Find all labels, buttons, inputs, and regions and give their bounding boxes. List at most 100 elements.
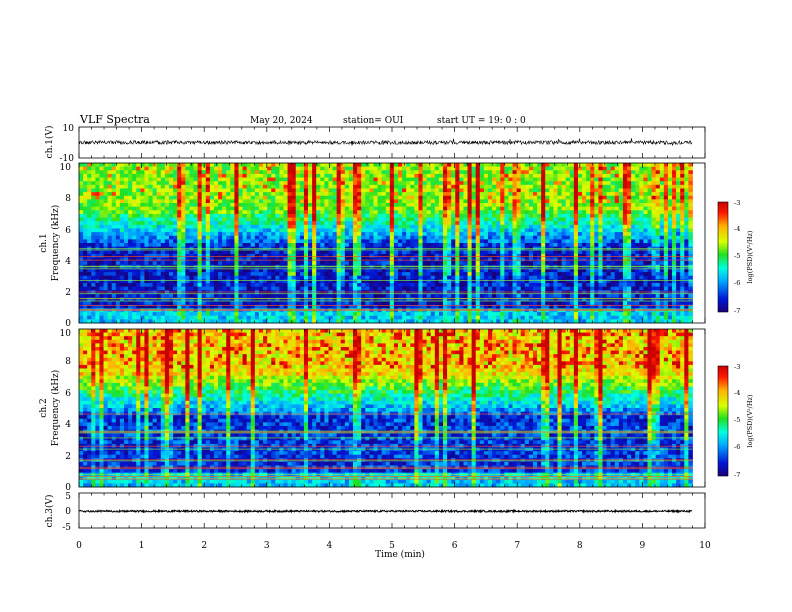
spectrogram-cell: [381, 243, 387, 248]
spectrogram-cell: [426, 268, 432, 273]
spectrogram-cell: [209, 312, 215, 317]
spectrogram-cell: [173, 206, 178, 211]
spectrogram-cell: [340, 275, 346, 280]
spectrogram-cell: [230, 283, 235, 288]
spectrogram-cell: [377, 217, 383, 222]
spectrogram-cell: [389, 304, 395, 309]
spectrogram-cell: [479, 177, 485, 182]
spectrogram-cell: [475, 250, 481, 255]
spectrogram-cell: [160, 224, 166, 229]
spectrogram-cell: [189, 253, 194, 258]
spectrogram-cell: [520, 232, 526, 237]
spectrogram-cell: [369, 217, 374, 222]
spectrogram-cell: [365, 279, 370, 284]
spectrogram-cell: [83, 177, 88, 182]
spectrogram-cell: [181, 297, 186, 302]
spectrogram-cell: [357, 239, 362, 244]
spectrogram-cell: [291, 170, 297, 175]
spectrogram-cell: [524, 268, 530, 273]
spectrogram-cell: [479, 257, 485, 262]
spectrogram-cell: [295, 213, 301, 218]
spectrogram-cell: [443, 166, 448, 171]
spectrogram-cell: [95, 210, 100, 215]
spectrogram-cell: [246, 312, 252, 317]
spectrogram-cell: [414, 297, 419, 302]
spectrogram-cell: [320, 272, 325, 277]
spectrogram-cell: [197, 188, 203, 193]
spectrogram-cell: [242, 228, 248, 233]
spectrogram-cell: [164, 253, 170, 258]
spectrogram-cell: [520, 210, 526, 215]
spectrogram-cell: [222, 166, 227, 171]
spectrogram-cell: [459, 173, 464, 178]
spectrogram-cell: [99, 210, 104, 215]
spectrogram-cell: [87, 268, 92, 273]
spectrogram-cell: [275, 312, 280, 317]
spectrogram-cell: [312, 250, 317, 255]
spectrogram-cell: [87, 315, 92, 320]
spectrogram-cell: [275, 315, 280, 320]
spectrogram-cell: [271, 283, 276, 288]
spectrogram-cell: [320, 235, 325, 240]
spectrogram-cell: [459, 224, 464, 229]
spectrogram-cell: [287, 166, 293, 171]
spectrogram-cell: [516, 213, 522, 218]
spectrogram-cell: [348, 279, 354, 284]
spectrogram-cell: [246, 257, 252, 262]
spectrogram-cell: [524, 170, 530, 175]
spectrogram-cell: [389, 184, 395, 189]
spectrogram-cell: [451, 199, 456, 204]
spectrogram-cell: [422, 181, 428, 186]
spectrogram-cell: [152, 184, 158, 189]
spectrogram-cell: [447, 275, 452, 280]
spectrogram-cell: [160, 217, 166, 222]
spectrogram-cell: [177, 275, 182, 280]
spectrogram-cell: [213, 163, 219, 168]
spectrogram-cell: [136, 232, 141, 237]
spectrogram-cell: [332, 272, 338, 277]
spectrogram-cell: [283, 181, 288, 186]
spectrogram-cell: [218, 213, 223, 218]
spectrogram-cell: [291, 210, 297, 215]
spectrogram-cell: [271, 279, 276, 284]
spectrogram-cell: [222, 232, 227, 237]
spectrogram-cell: [79, 283, 84, 288]
spectrogram-cell: [443, 210, 448, 215]
spectrogram-cell: [348, 261, 354, 266]
spectrogram-cell: [173, 224, 178, 229]
spectrogram-cell: [209, 232, 215, 237]
spectrogram-cell: [508, 166, 513, 171]
spectrogram-cell: [426, 275, 432, 280]
spectrogram-cell: [467, 312, 473, 317]
spectrogram-cell: [377, 286, 383, 291]
spectrogram-cell: [483, 177, 489, 182]
spectrogram-cell: [299, 199, 305, 204]
spectrogram-cell: [406, 213, 411, 218]
spectrogram-cell: [160, 304, 166, 309]
spectrogram-cell: [299, 221, 305, 226]
spectrogram-cell: [459, 304, 464, 309]
spectrogram-cell: [524, 177, 530, 182]
spectrogram-cell: [357, 275, 362, 280]
spectrogram-cell: [238, 312, 243, 317]
spectrogram-cell: [393, 286, 399, 291]
spectrogram-cell: [492, 293, 497, 298]
spectrogram-cell: [512, 228, 518, 233]
spectrogram-cell: [168, 250, 174, 255]
spectrogram-cell: [500, 257, 505, 262]
spectrogram-cell: [230, 315, 235, 320]
spectrogram-cell: [434, 192, 440, 197]
spectrogram-cell: [91, 272, 96, 277]
spectrogram-cell: [447, 250, 452, 255]
spectrogram-cell: [492, 228, 497, 233]
spectrogram-cell: [218, 261, 223, 266]
spectrogram-cell: [393, 221, 399, 226]
spectrogram-cell: [275, 199, 280, 204]
spectrogram-cell: [528, 170, 534, 175]
spectrogram-cell: [414, 184, 419, 189]
spectrogram-cell: [340, 210, 346, 215]
spectrogram-cell: [524, 163, 530, 168]
spectrogram-cell: [332, 268, 338, 273]
spectrogram-cell: [177, 297, 182, 302]
spectrogram-cell: [144, 192, 149, 197]
